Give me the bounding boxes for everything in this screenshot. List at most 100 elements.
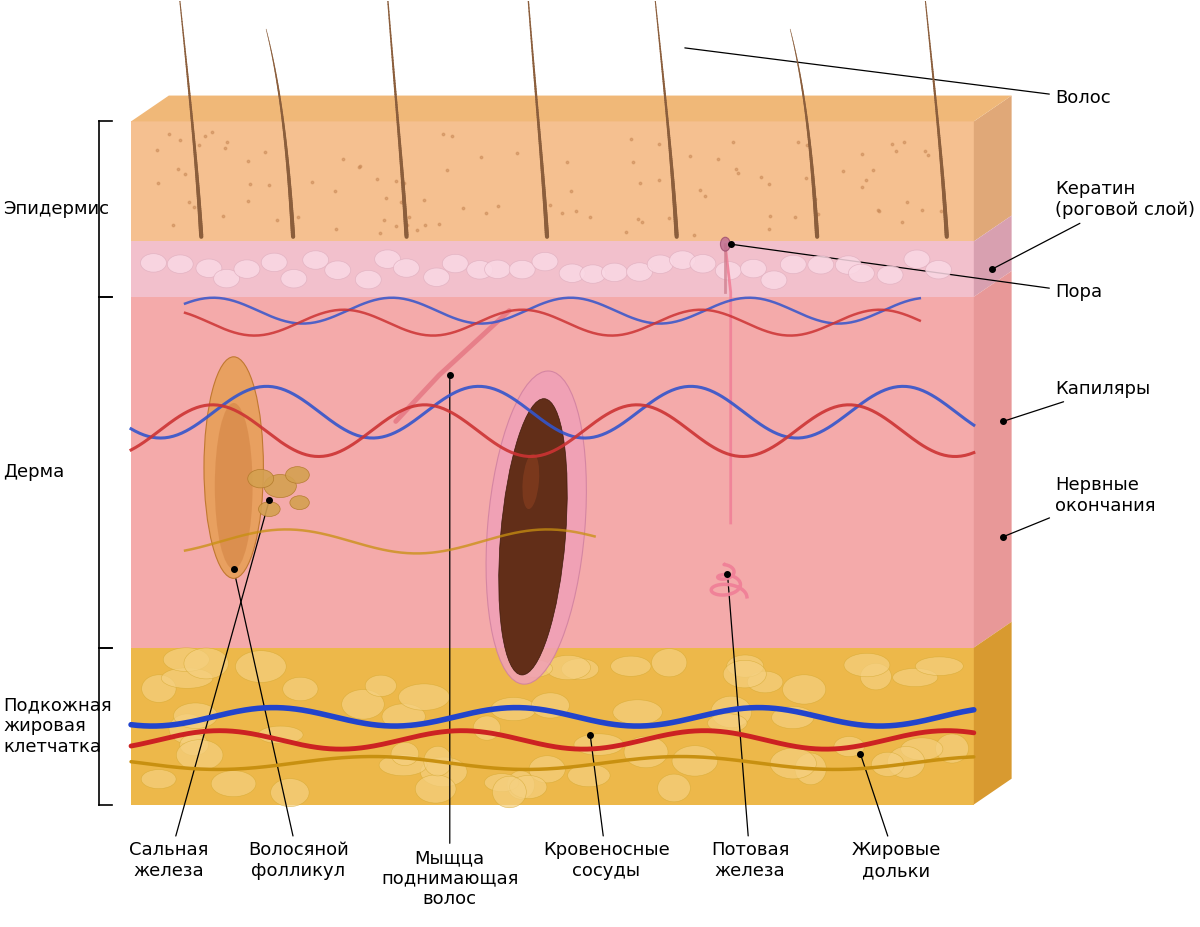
Ellipse shape	[391, 743, 419, 766]
Ellipse shape	[325, 260, 350, 279]
Ellipse shape	[532, 692, 570, 718]
Ellipse shape	[142, 769, 176, 789]
Ellipse shape	[690, 255, 716, 273]
Ellipse shape	[647, 255, 673, 273]
Ellipse shape	[271, 779, 310, 806]
Text: Пора: Пора	[733, 245, 1102, 301]
Ellipse shape	[936, 734, 968, 763]
Ellipse shape	[398, 684, 450, 710]
Ellipse shape	[174, 703, 217, 729]
Ellipse shape	[264, 475, 296, 498]
Ellipse shape	[848, 264, 875, 283]
Ellipse shape	[258, 726, 304, 743]
Ellipse shape	[888, 746, 925, 778]
Bar	[131, 241, 974, 297]
Ellipse shape	[761, 271, 787, 289]
Ellipse shape	[871, 752, 905, 777]
Ellipse shape	[258, 502, 280, 516]
Ellipse shape	[247, 469, 274, 488]
Ellipse shape	[290, 496, 310, 510]
Ellipse shape	[860, 664, 892, 690]
Text: Волосяной
фолликул: Волосяной фолликул	[234, 572, 349, 881]
Ellipse shape	[834, 737, 864, 756]
Ellipse shape	[562, 658, 599, 679]
Ellipse shape	[529, 756, 565, 782]
Ellipse shape	[342, 690, 384, 719]
Ellipse shape	[379, 755, 427, 776]
Ellipse shape	[485, 774, 518, 792]
Ellipse shape	[670, 251, 696, 270]
Ellipse shape	[901, 738, 943, 760]
Ellipse shape	[782, 675, 826, 705]
Text: Кератин
(роговой слой): Кератин (роговой слой)	[995, 181, 1195, 268]
Text: Эпидермис: Эпидермис	[4, 200, 109, 218]
Text: Потовая
железа: Потовая железа	[710, 577, 790, 881]
Text: Капиляры: Капиляры	[1006, 380, 1150, 421]
Ellipse shape	[492, 776, 527, 807]
Ellipse shape	[365, 675, 396, 696]
Text: Сальная
железа: Сальная железа	[130, 502, 269, 881]
Text: Мыщца
поднимающая
волос: Мыщца поднимающая волос	[382, 378, 518, 908]
Ellipse shape	[510, 776, 547, 798]
Ellipse shape	[724, 660, 767, 688]
Ellipse shape	[770, 748, 816, 779]
Ellipse shape	[517, 660, 552, 678]
Ellipse shape	[710, 696, 751, 728]
Bar	[131, 297, 974, 648]
Ellipse shape	[546, 655, 590, 679]
Ellipse shape	[420, 757, 467, 787]
Ellipse shape	[161, 667, 212, 689]
Ellipse shape	[467, 260, 493, 279]
Ellipse shape	[302, 251, 329, 269]
Ellipse shape	[485, 260, 510, 278]
Ellipse shape	[214, 270, 240, 287]
Ellipse shape	[196, 259, 222, 277]
Ellipse shape	[611, 656, 652, 677]
Ellipse shape	[568, 764, 610, 787]
Ellipse shape	[794, 753, 827, 785]
Ellipse shape	[925, 260, 952, 279]
Text: Подкожная
жировая
клетчатка: Подкожная жировая клетчатка	[4, 696, 112, 756]
Ellipse shape	[235, 651, 287, 682]
Ellipse shape	[286, 466, 310, 483]
Ellipse shape	[374, 250, 401, 268]
Ellipse shape	[613, 700, 662, 725]
Bar	[131, 648, 974, 805]
Ellipse shape	[740, 260, 767, 278]
Ellipse shape	[491, 697, 536, 720]
Ellipse shape	[204, 357, 264, 578]
Ellipse shape	[382, 704, 425, 730]
Text: Кровеносные
сосуды: Кровеносные сосуды	[544, 738, 670, 881]
Ellipse shape	[140, 254, 167, 273]
PathPatch shape	[974, 622, 1012, 805]
Ellipse shape	[443, 254, 468, 273]
Ellipse shape	[916, 657, 964, 676]
Ellipse shape	[499, 399, 568, 675]
Ellipse shape	[424, 268, 450, 286]
Ellipse shape	[508, 770, 534, 799]
Ellipse shape	[355, 271, 382, 289]
Ellipse shape	[176, 740, 223, 770]
Ellipse shape	[262, 253, 287, 272]
Ellipse shape	[473, 716, 500, 741]
Ellipse shape	[184, 648, 228, 679]
Ellipse shape	[844, 654, 890, 677]
Ellipse shape	[904, 250, 930, 269]
Ellipse shape	[281, 270, 307, 288]
Ellipse shape	[780, 255, 806, 273]
Ellipse shape	[142, 675, 176, 703]
Bar	[131, 121, 974, 241]
Ellipse shape	[169, 714, 206, 743]
Ellipse shape	[893, 668, 937, 687]
Ellipse shape	[772, 706, 814, 729]
Ellipse shape	[727, 655, 763, 678]
Ellipse shape	[234, 260, 260, 278]
Ellipse shape	[626, 262, 653, 281]
Ellipse shape	[424, 746, 452, 776]
Ellipse shape	[509, 260, 535, 279]
PathPatch shape	[974, 271, 1012, 648]
Ellipse shape	[215, 403, 252, 569]
Text: Жировые
дольки: Жировые дольки	[851, 756, 941, 881]
Ellipse shape	[211, 770, 256, 796]
Ellipse shape	[835, 256, 862, 274]
